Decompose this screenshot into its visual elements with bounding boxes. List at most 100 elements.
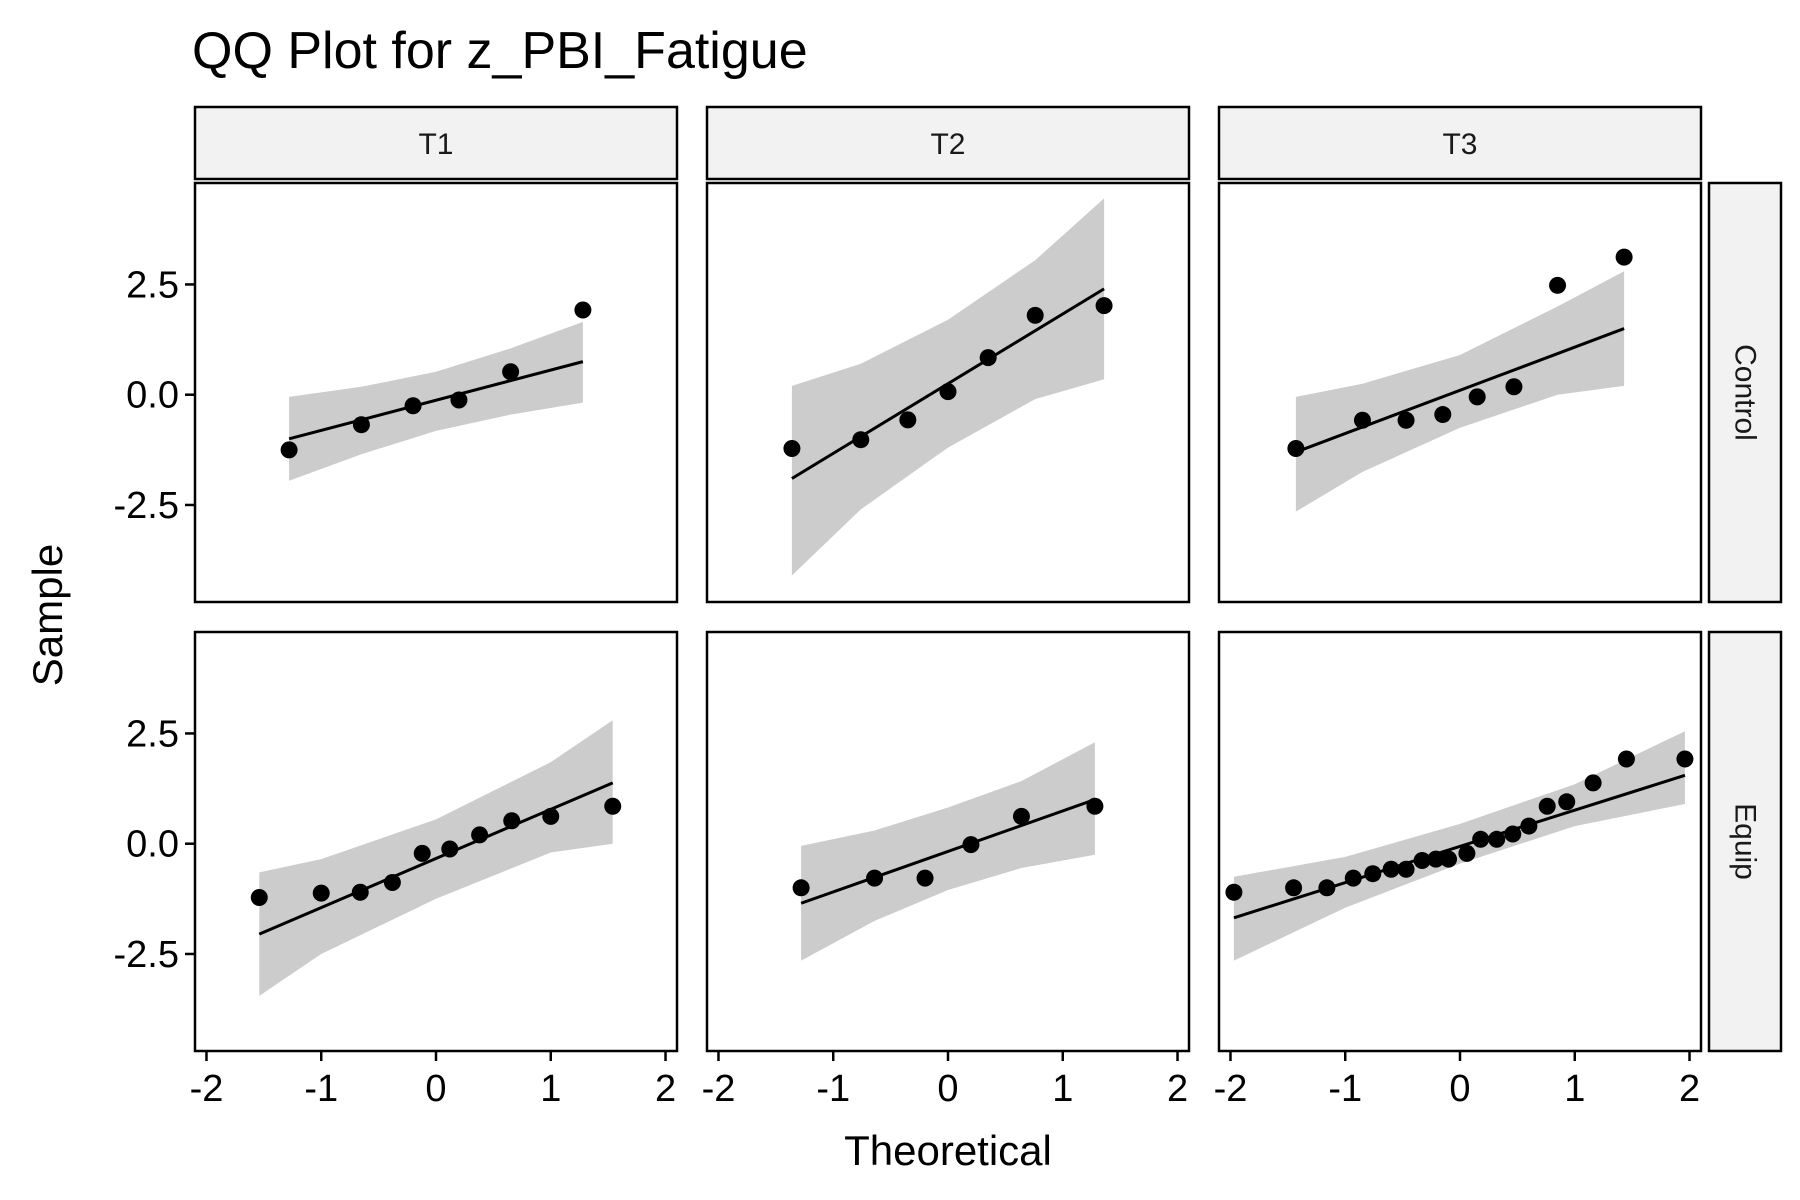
data-point: [383, 874, 401, 892]
data-point: [1458, 844, 1476, 862]
strip-label-t3: T3: [1442, 128, 1477, 161]
x-tick-label: 0: [937, 1068, 958, 1110]
data-point: [471, 826, 489, 844]
data-point: [939, 383, 957, 401]
data-point: [1344, 869, 1362, 887]
x-axis-title: Theoretical: [844, 1127, 1052, 1174]
x-tick-label: 0: [1449, 1068, 1470, 1110]
data-point: [979, 349, 997, 367]
y-tick-label: 2.5: [126, 713, 179, 755]
data-point: [1615, 248, 1633, 266]
chart-title: QQ Plot for z_PBI_Fatigue: [192, 22, 808, 80]
x-tick-label: -2: [190, 1068, 224, 1110]
data-point: [1397, 860, 1415, 878]
x-tick-label: 0: [425, 1068, 446, 1110]
reference-line: [258, 781, 614, 936]
data-point: [1488, 830, 1506, 848]
data-point: [1353, 411, 1371, 429]
data-point: [1549, 276, 1567, 294]
data-point: [312, 884, 330, 902]
strip-label-control: Control: [1729, 344, 1762, 441]
panel-control-t3: [1217, 181, 1703, 604]
panel-equip-t1: [193, 630, 679, 1053]
data-point: [1382, 860, 1400, 878]
data-point: [1413, 851, 1431, 869]
data-point: [404, 397, 422, 415]
x-tick-label: 2: [1167, 1068, 1188, 1110]
data-point: [1676, 750, 1694, 768]
data-point: [916, 869, 934, 887]
strip-t2: [705, 105, 1191, 181]
data-point: [280, 441, 298, 459]
data-point: [1427, 850, 1445, 868]
reference-line: [1233, 773, 1686, 920]
x-tick-label: -1: [304, 1068, 338, 1110]
data-point: [1617, 750, 1635, 768]
data-point: [1468, 388, 1486, 406]
strip-control: [1707, 181, 1783, 604]
y-tick-label: 0.0: [126, 375, 179, 417]
x-tick-label: 1: [540, 1068, 561, 1110]
x-tick-label: 2: [655, 1068, 676, 1110]
data-point: [866, 869, 884, 887]
panel-border: [193, 181, 679, 604]
data-point: [1558, 793, 1576, 811]
x-tick-label: -2: [1214, 1068, 1248, 1110]
y-axis-title: Sample: [24, 544, 71, 686]
data-point: [792, 879, 810, 897]
data-point: [450, 391, 468, 409]
data-point: [1086, 797, 1104, 815]
data-point: [604, 797, 622, 815]
x-tick-label: -1: [816, 1068, 850, 1110]
x-tick-label: 1: [1564, 1068, 1585, 1110]
x-tick-label: -1: [1328, 1068, 1362, 1110]
panel-border: [705, 181, 1191, 604]
x-tick-label: 2: [1679, 1068, 1700, 1110]
data-point: [441, 840, 459, 858]
data-point: [1538, 797, 1556, 815]
data-point: [352, 416, 370, 434]
data-point: [542, 807, 560, 825]
strip-label-equip: Equip: [1729, 803, 1762, 880]
data-point: [1318, 879, 1336, 897]
y-tick-label: -2.5: [114, 934, 179, 976]
reference-line: [1295, 327, 1625, 454]
data-point: [413, 844, 431, 862]
data-point: [1026, 306, 1044, 324]
data-point: [899, 411, 917, 429]
data-point: [962, 836, 980, 854]
data-point: [1504, 825, 1522, 843]
strip-label-t2: T2: [930, 128, 965, 161]
data-point: [1472, 830, 1490, 848]
data-point: [1012, 807, 1030, 825]
data-point: [1397, 411, 1415, 429]
y-tick-label: -2.5: [114, 485, 179, 527]
reference-line: [288, 360, 584, 441]
data-point: [783, 440, 801, 458]
reference-line: [800, 798, 1096, 905]
panel-equip-t3: [1217, 630, 1703, 1053]
y-tick-label: 0.0: [126, 824, 179, 866]
panel-control-t2: [705, 181, 1191, 604]
data-point: [503, 812, 521, 830]
data-point: [574, 301, 592, 319]
data-point: [1520, 817, 1538, 835]
y-tick-label: 2.5: [126, 264, 179, 306]
data-point: [1505, 378, 1523, 396]
data-point: [1285, 879, 1303, 897]
panel-border: [1217, 181, 1703, 604]
panel-control-t1: [193, 181, 679, 604]
data-point: [1584, 774, 1602, 792]
strip-t1: [193, 105, 679, 181]
data-point: [852, 431, 870, 449]
data-point: [1440, 850, 1458, 868]
strip-equip: [1707, 630, 1783, 1053]
x-tick-label: 1: [1052, 1068, 1073, 1110]
data-point: [250, 889, 268, 907]
data-point: [1095, 297, 1113, 315]
panel-equip-t2: [705, 630, 1191, 1053]
data-point: [1225, 883, 1243, 901]
data-point: [1364, 865, 1382, 883]
strip-label-t1: T1: [418, 128, 453, 161]
